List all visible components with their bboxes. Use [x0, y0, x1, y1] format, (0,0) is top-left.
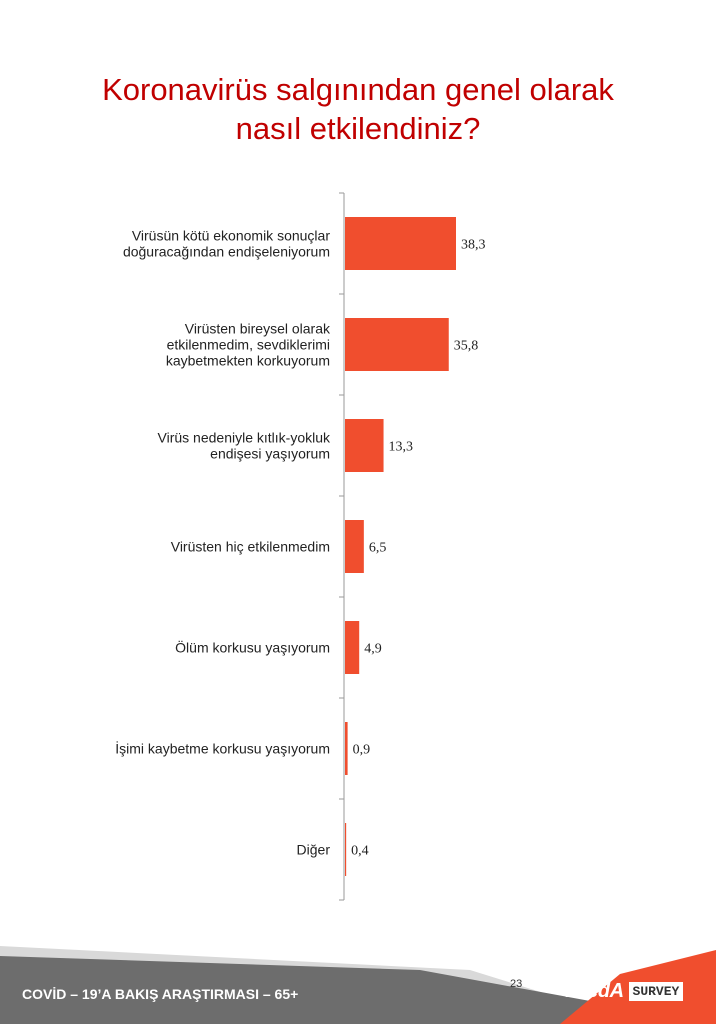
value-label: 0,9	[353, 743, 371, 758]
category-label-line: etkilenmedim, sevdiklerimi	[167, 337, 330, 353]
category-label: İşimi kaybetme korkusu yaşıyorum	[115, 740, 330, 757]
category-label: Virüsün kötü ekonomik sonuçlar doğuracağı…	[123, 228, 330, 260]
footer-band	[0, 946, 716, 1024]
value-label: 13,3	[389, 440, 414, 455]
category-label-line: endişesi yaşıyorum	[210, 446, 330, 462]
areda-survey-logo: ArеdA SURVEY	[566, 978, 684, 1004]
value-label: 4,9	[364, 642, 382, 657]
category-label-line: Virüsten hiç etkilenmedim	[171, 539, 330, 555]
bar	[345, 419, 384, 472]
category-label-line: Diğer	[297, 842, 331, 858]
bar	[345, 217, 456, 270]
bar	[345, 621, 360, 674]
bar-chart: 38,3 Virüsün kötü ekonomik sonuçlar doğura…	[115, 192, 486, 901]
value-label: 35,8	[454, 339, 479, 354]
footer-text: COVİD – 19’A BAKIŞ ARAŞTIRMASI – 65+	[22, 986, 299, 1002]
value-label: 6,5	[369, 541, 387, 556]
value-label: 0,4	[351, 844, 369, 859]
bar	[345, 520, 364, 573]
bar	[345, 823, 347, 876]
category-label-line: doğuracağından endişeleniyorum	[123, 244, 330, 260]
category-label-line: Virüsün kötü ekonomik sonuçlar	[132, 228, 331, 244]
category-label-line: Ölüm korkusu yaşıyorum	[175, 639, 330, 656]
value-label: 38,3	[461, 238, 486, 253]
title-line-1: Koronavirüs salgınından genel olarak	[102, 72, 614, 107]
category-label-line: İşimi kaybetme korkusu yaşıyorum	[115, 740, 330, 757]
title-line-2: nasıl etkilendiniz?	[235, 111, 481, 146]
category-label-line: Virüs nedeniyle kıtlık-yokluk	[158, 430, 331, 446]
category-label: Virüsten bireysel olarak etkilenmedim, se…	[166, 321, 331, 369]
bar	[345, 722, 348, 775]
category-label: Ölüm korkusu yaşıyorum	[175, 639, 330, 656]
category-label-line: Virüsten bireysel olarak	[185, 321, 331, 337]
category-label: Diğer	[297, 842, 331, 858]
bar	[345, 318, 449, 371]
page-number: 23	[510, 978, 523, 990]
footer-gray-band	[0, 956, 716, 1024]
logo-mark: ArеdA	[566, 979, 624, 1002]
category-label: Virüsten hiç etkilenmedim	[171, 539, 330, 555]
category-label: Virüs nedeniyle kıtlık-yokluk endişesi ya…	[158, 430, 331, 462]
category-label-line: kaybetmekten korkuyorum	[166, 353, 330, 369]
chart-title: Koronavirüs salgınından genel olarak nas…	[0, 70, 716, 148]
logo-survey: SURVEY	[628, 981, 684, 1001]
